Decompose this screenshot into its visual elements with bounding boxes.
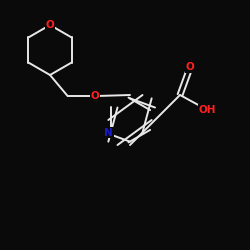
Text: OH: OH (199, 105, 216, 115)
Text: N: N (104, 128, 113, 138)
Text: O: O (186, 62, 194, 72)
Text: O: O (46, 20, 54, 30)
Text: O: O (91, 91, 100, 101)
